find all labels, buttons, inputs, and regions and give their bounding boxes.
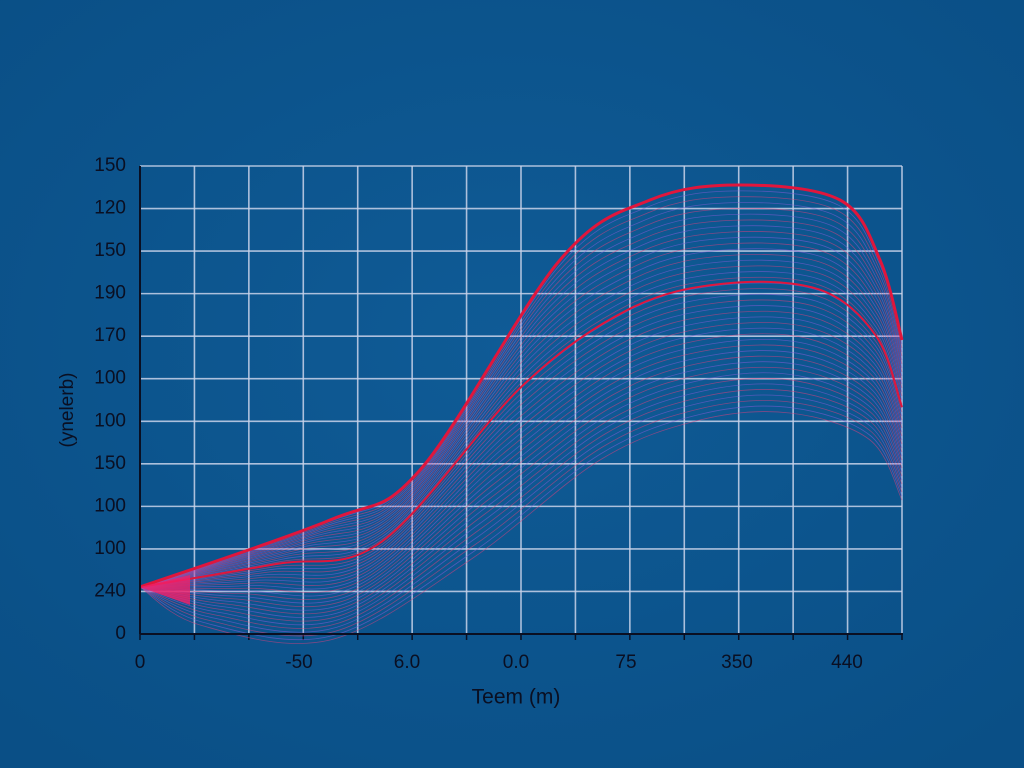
curve [139, 293, 903, 588]
curve [139, 383, 903, 626]
y-tick-label: 100 [94, 538, 126, 559]
x-tick-label: 0 [135, 652, 146, 673]
curve [139, 248, 903, 588]
x-tick-label: 6.0 [394, 652, 420, 673]
x-tick-label: 75 [615, 652, 636, 673]
y-tick-label: 190 [94, 283, 126, 304]
curve [139, 327, 903, 590]
left-fan [140, 575, 190, 605]
x-tick-label: 350 [721, 652, 753, 673]
curve [139, 394, 903, 633]
curve [139, 202, 903, 588]
upper-curve [139, 183, 904, 589]
y-tick-label: 170 [94, 325, 126, 346]
curve [139, 389, 903, 629]
curve [139, 344, 903, 600]
x-tick-label: 440 [831, 652, 863, 673]
x-tick-label: -50 [285, 652, 312, 673]
curve [139, 333, 903, 593]
x-axis-title: Teem (m) [472, 686, 561, 709]
y-tick-label: 150 [94, 453, 126, 474]
curve [139, 338, 903, 597]
curve [139, 225, 903, 588]
curve [139, 411, 903, 644]
curve [139, 400, 903, 637]
curve [139, 366, 903, 615]
curve [139, 350, 903, 604]
y-tick-label: 240 [94, 580, 126, 601]
x-tick-label: 0.0 [503, 652, 529, 673]
y-tick-label: 150 [94, 240, 126, 261]
curve [139, 372, 903, 618]
curve [139, 265, 903, 588]
curve [139, 242, 903, 588]
tick-labels: 150 120 150 190 170 100 100 150 100 100 240 00 -50 6.… [94, 155, 863, 673]
curve [139, 219, 903, 588]
curve [139, 299, 903, 588]
curve [139, 322, 903, 588]
curve [139, 271, 903, 588]
curve [139, 254, 903, 588]
curve [139, 207, 903, 588]
curve [139, 378, 903, 622]
middle-curve [139, 280, 903, 588]
curve [139, 231, 903, 588]
curve [139, 259, 903, 588]
curve [139, 196, 903, 588]
y-tick-label: 0 [115, 623, 126, 644]
curve [139, 288, 903, 588]
curve [139, 361, 903, 611]
y-tick-label: 120 [94, 198, 126, 219]
curve [139, 276, 903, 588]
y-tick-label: 150 [94, 155, 126, 176]
y-axis-title: (ynelerb) [57, 373, 78, 448]
curve [139, 213, 903, 588]
y-tick-label: 100 [94, 368, 126, 389]
curve [139, 316, 903, 588]
curve [139, 305, 903, 588]
curve [139, 355, 903, 608]
curve [139, 236, 903, 588]
curve [139, 310, 903, 588]
y-tick-label: 100 [94, 495, 126, 516]
y-tick-label: 100 [94, 410, 126, 431]
